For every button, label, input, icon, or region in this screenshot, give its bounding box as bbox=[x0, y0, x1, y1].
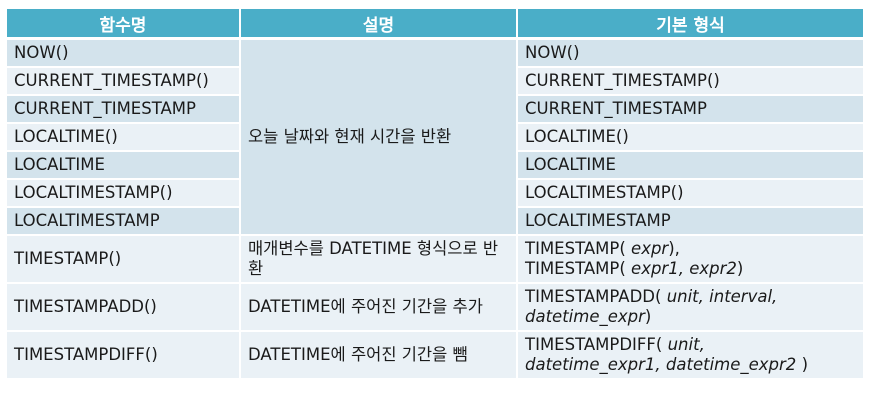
format-line: TIMESTAMPDIFF( unit, bbox=[525, 335, 705, 354]
function-name: TIMESTAMPDIFF() bbox=[7, 331, 241, 380]
table-row: LOCALTIMESTAMP LOCALTIMESTAMP bbox=[7, 207, 863, 236]
format-line: datetime_expr) bbox=[525, 307, 652, 326]
function-name: CURRENT_TIMESTAMP() bbox=[7, 67, 241, 96]
format-line: TIMESTAMPADD( unit, interval, bbox=[525, 287, 778, 306]
function-format: LOCALTIMESTAMP() bbox=[517, 179, 863, 208]
function-name: CURRENT_TIMESTAMP bbox=[7, 95, 241, 124]
format-line: TIMESTAMP( expr1, expr2) bbox=[525, 259, 744, 278]
function-format: NOW() bbox=[517, 38, 863, 68]
format-line: datetime_expr1, datetime_expr2 ) bbox=[525, 355, 808, 374]
function-format: LOCALTIME bbox=[517, 151, 863, 180]
header-basic-format: 기본 형식 bbox=[517, 9, 863, 40]
table-row: NOW() 오늘 날짜와 현재 시간을 반환 NOW() bbox=[7, 38, 863, 236]
function-name: LOCALTIMESTAMP bbox=[7, 207, 241, 236]
function-name: TIMESTAMPADD() bbox=[7, 283, 241, 332]
description: 매개변수를 DATETIME 형식으로 반환 bbox=[240, 235, 518, 284]
function-format: LOCALTIMESTAMP bbox=[517, 207, 863, 236]
function-name: NOW() bbox=[7, 38, 241, 68]
header-description: 설명 bbox=[240, 9, 518, 40]
format-line: TIMESTAMP( expr), bbox=[525, 239, 680, 258]
function-name: TIMESTAMP() bbox=[7, 235, 241, 284]
function-table: 함수명 설명 기본 형식 NOW() 오늘 날짜와 현재 시간을 반환 NOW(… bbox=[7, 9, 863, 380]
function-format: TIMESTAMPADD( unit, interval, datetime_e… bbox=[517, 283, 863, 332]
table-row: LOCALTIMESTAMP() LOCALTIMESTAMP() bbox=[7, 179, 863, 208]
description: DATETIME에 주어진 기간을 뺌 bbox=[240, 331, 518, 380]
table-header-row: 함수명 설명 기본 형식 bbox=[7, 9, 863, 40]
table-row: TIMESTAMPDIFF() DATETIME에 주어진 기간을 뺌 TIME… bbox=[7, 331, 863, 380]
table-row: TIMESTAMPADD() DATETIME에 주어진 기간을 추가 TIME… bbox=[7, 283, 863, 332]
function-format: CURRENT_TIMESTAMP() bbox=[517, 67, 863, 96]
function-format: TIMESTAMP( expr), TIMESTAMP( expr1, expr… bbox=[517, 235, 863, 284]
function-name: LOCALTIMESTAMP() bbox=[7, 179, 241, 208]
table-row: LOCALTIME LOCALTIME bbox=[7, 151, 863, 180]
function-format: CURRENT_TIMESTAMP bbox=[517, 95, 863, 124]
function-format: LOCALTIME() bbox=[517, 123, 863, 152]
function-format: TIMESTAMPDIFF( unit, datetime_expr1, dat… bbox=[517, 331, 863, 380]
header-function-name: 함수명 bbox=[7, 9, 241, 40]
table-row: CURRENT_TIMESTAMP CURRENT_TIMESTAMP bbox=[7, 95, 863, 124]
description-merged: 오늘 날짜와 현재 시간을 반환 bbox=[240, 38, 518, 236]
function-name: LOCALTIME bbox=[7, 151, 241, 180]
description: DATETIME에 주어진 기간을 추가 bbox=[240, 283, 518, 332]
function-name: LOCALTIME() bbox=[7, 123, 241, 152]
table-row: CURRENT_TIMESTAMP() CURRENT_TIMESTAMP() bbox=[7, 67, 863, 96]
table-row: LOCALTIME() LOCALTIME() bbox=[7, 123, 863, 152]
table-row: TIMESTAMP() 매개변수를 DATETIME 형식으로 반환 TIMES… bbox=[7, 235, 863, 284]
